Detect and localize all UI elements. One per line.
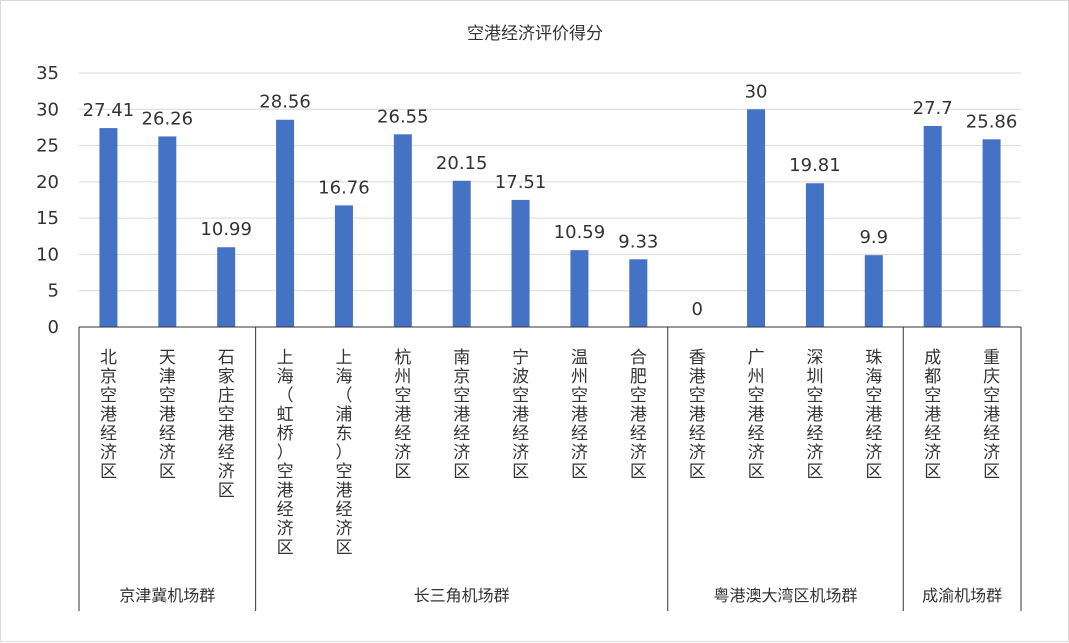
data-label: 26.55 [377, 106, 429, 127]
bar [982, 139, 1001, 327]
category-label: 杭州空港经济区 [394, 348, 411, 482]
bar [629, 259, 648, 327]
bar [452, 180, 471, 327]
bar [923, 125, 942, 327]
data-label: 10.59 [554, 222, 606, 243]
data-label: 28.56 [259, 92, 311, 113]
data-label: 27.41 [83, 100, 135, 121]
category-label: 珠海空港经济区 [865, 348, 882, 482]
category-label: 温州空港经济区 [571, 348, 588, 482]
data-label: 26.26 [142, 108, 194, 129]
data-label: 9.9 [859, 227, 888, 248]
group-label: 京津冀机场群 [119, 586, 215, 605]
category-label: 合肥空港经济区 [630, 348, 647, 482]
chart-title: 空港经济评价得分 [467, 24, 603, 44]
bar [99, 128, 118, 327]
y-tick-label: 10 [36, 244, 59, 265]
data-label: 30 [745, 81, 768, 102]
category-label: 石家庄空港经济区 [218, 348, 235, 501]
y-tick-label: 15 [36, 208, 59, 229]
group-label: 成渝机场群 [922, 586, 1002, 605]
category-label: 深圳空港经济区 [806, 348, 823, 482]
data-label: 17.51 [495, 172, 547, 193]
category-label: 南京空港经济区 [453, 348, 470, 482]
bar [334, 205, 353, 327]
data-label: 25.86 [966, 111, 1018, 132]
category-label: 重庆空港经济区 [983, 348, 1000, 482]
category-label: 北京空港经济区 [100, 348, 117, 482]
bar [276, 119, 295, 328]
bar [864, 255, 883, 327]
data-label: 0 [691, 299, 702, 320]
category-label: 香港空港经济区 [689, 348, 706, 482]
bar [393, 134, 412, 327]
bar [747, 109, 766, 328]
y-tick-label: 20 [36, 172, 59, 193]
group-label: 长三角机场群 [414, 586, 510, 605]
bar [511, 199, 530, 327]
data-label: 16.76 [318, 177, 370, 198]
data-label: 20.15 [436, 153, 488, 174]
group-label: 粤港澳大湾区机场群 [713, 586, 857, 605]
bar [158, 136, 177, 327]
y-tick-label: 0 [48, 317, 59, 338]
y-tick-label: 25 [36, 136, 59, 157]
data-label: 19.81 [789, 155, 841, 176]
bar [217, 247, 236, 327]
category-label: 上海（浦东）空港经济区 [335, 348, 352, 558]
y-tick-label: 5 [48, 281, 59, 302]
bar [570, 250, 589, 327]
category-label: 广州空港经济区 [748, 348, 765, 482]
data-label: 10.99 [200, 219, 252, 240]
bar [805, 183, 824, 327]
category-label: 宁波空港经济区 [512, 348, 529, 482]
y-tick-label: 35 [36, 63, 59, 84]
data-label: 27.7 [913, 98, 953, 119]
data-label: 9.33 [618, 231, 658, 252]
category-label: 上海（虹桥）空港经济区 [277, 348, 294, 558]
category-label: 天津空港经济区 [159, 348, 176, 482]
y-tick-label: 30 [36, 99, 59, 120]
category-label: 成都空港经济区 [924, 348, 941, 482]
